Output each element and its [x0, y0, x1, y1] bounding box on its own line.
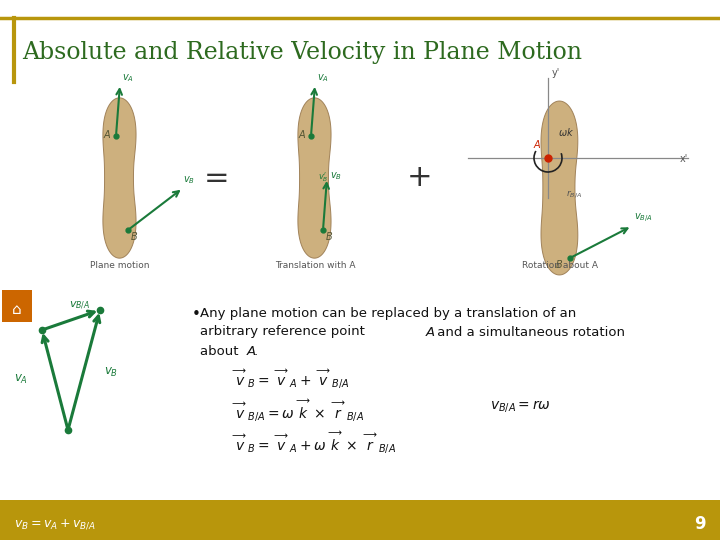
Text: Any plane motion can be replaced by a translation of an
arbitrary reference poin: Any plane motion can be replaced by a tr… — [200, 307, 576, 339]
Text: .: . — [254, 345, 258, 358]
Text: B: B — [131, 232, 138, 242]
Text: •: • — [192, 307, 201, 322]
Text: $v_{B/A} = r\omega$: $v_{B/A} = r\omega$ — [490, 398, 551, 414]
Text: y': y' — [552, 68, 560, 78]
Text: $v_A$: $v_A$ — [122, 72, 134, 84]
Text: $v_B$: $v_B$ — [330, 170, 342, 182]
Text: $v_B'$: $v_B'$ — [318, 171, 328, 185]
Text: Plane motion: Plane motion — [90, 261, 150, 270]
Text: A: A — [426, 326, 435, 339]
Text: $\overset{\longrightarrow}{v}_{B/A} = \omega\overset{\longrightarrow}{k} \times : $\overset{\longrightarrow}{v}_{B/A} = \o… — [230, 398, 364, 424]
Text: A: A — [247, 345, 256, 358]
Text: and a simultaneous rotation: and a simultaneous rotation — [433, 326, 625, 339]
Text: $r_{B/A}$: $r_{B/A}$ — [566, 188, 582, 200]
Text: $\omega k$: $\omega k$ — [558, 126, 574, 138]
Text: A: A — [299, 130, 305, 140]
Text: Absolute and Relative Velocity in Plane Motion: Absolute and Relative Velocity in Plane … — [22, 40, 582, 64]
Text: B: B — [556, 260, 563, 270]
Text: $v_A$: $v_A$ — [317, 72, 329, 84]
Text: $v_{B/A}$: $v_{B/A}$ — [634, 212, 653, 225]
Text: x': x' — [680, 154, 688, 164]
Text: 9: 9 — [694, 515, 706, 533]
Text: $v_{B/A}$: $v_{B/A}$ — [69, 300, 90, 312]
Polygon shape — [541, 101, 578, 275]
Text: A: A — [104, 130, 111, 140]
Text: +: + — [408, 164, 433, 192]
Text: Rotation about A: Rotation about A — [522, 261, 598, 270]
Text: $v_A$: $v_A$ — [14, 373, 28, 386]
Bar — [2, 290, 32, 322]
Text: $v_B = v_A + v_{B/A}$: $v_B = v_A + v_{B/A}$ — [14, 517, 96, 531]
Text: $v_B$: $v_B$ — [104, 366, 118, 379]
Text: $\overset{\longrightarrow}{v}_B = \overset{\longrightarrow}{v}_A + \overset{\lon: $\overset{\longrightarrow}{v}_B = \overs… — [230, 368, 350, 391]
Text: A: A — [534, 140, 541, 150]
Text: =: = — [204, 164, 230, 192]
Bar — [0, 500, 720, 540]
Polygon shape — [103, 98, 136, 258]
Text: $v_B$: $v_B$ — [183, 174, 195, 186]
Text: Translation with A: Translation with A — [275, 261, 355, 270]
Text: $\overset{\longrightarrow}{v}_B = \overset{\longrightarrow}{v}_A + \omega\overse: $\overset{\longrightarrow}{v}_B = \overs… — [230, 430, 396, 456]
Text: B: B — [326, 232, 333, 242]
Polygon shape — [298, 98, 331, 258]
Text: ⌂: ⌂ — [12, 302, 22, 318]
Text: about: about — [200, 345, 243, 358]
